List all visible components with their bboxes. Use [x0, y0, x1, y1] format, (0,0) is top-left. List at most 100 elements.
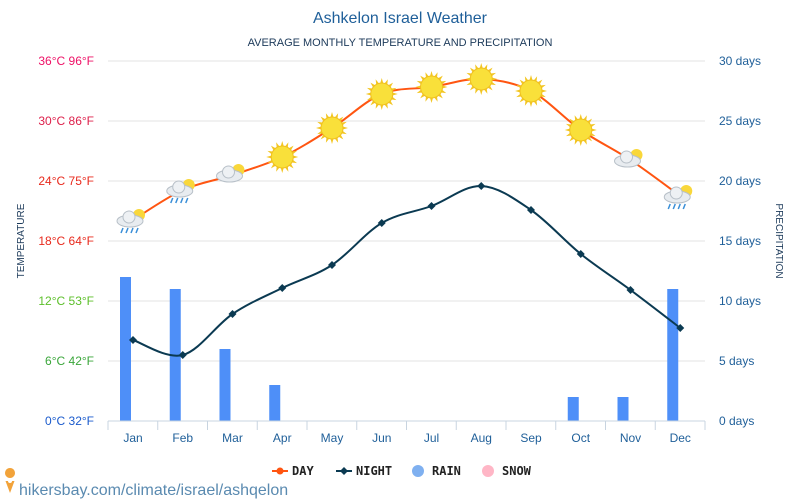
- sun-disc: [519, 79, 543, 103]
- sun-icon: [564, 114, 597, 146]
- night-point: [377, 219, 386, 227]
- rain-bar: [120, 277, 131, 421]
- night-point: [477, 182, 486, 190]
- rain-drop: [135, 227, 139, 234]
- legend-marker: [412, 465, 424, 477]
- x-tick-label: Jun: [372, 431, 391, 445]
- night-point: [328, 261, 336, 269]
- left-tick-label: 0°C 32°F: [45, 414, 94, 428]
- legend-marker: [340, 467, 348, 475]
- night-point: [178, 351, 187, 359]
- rain-drop: [185, 197, 189, 204]
- sun-icon: [266, 141, 299, 173]
- right-axis-label: PRECIPITATION: [773, 203, 784, 278]
- chart-title: Ashkelon Israel Weather: [313, 10, 488, 27]
- legend-label: RAIN: [432, 464, 461, 478]
- rain-bar: [219, 349, 231, 421]
- right-tick-label: 0 days: [719, 414, 754, 428]
- sun-disc: [320, 116, 344, 140]
- rain-drop: [682, 203, 686, 210]
- x-tick-label: May: [321, 431, 344, 445]
- rain-drop: [120, 227, 124, 234]
- rain-drop: [130, 227, 134, 234]
- cloud: [669, 186, 683, 200]
- x-tick-label: Nov: [620, 431, 641, 445]
- sun-disc: [469, 67, 493, 91]
- map-pin-icon: [5, 467, 16, 493]
- rain-drop: [175, 197, 179, 204]
- partly-cloudy-rain-icon: [116, 209, 145, 234]
- x-tick-label: Jan: [123, 431, 142, 445]
- day-line: [132, 77, 681, 221]
- legend-item-rain: RAIN: [412, 464, 461, 478]
- rain-bar: [567, 397, 579, 421]
- left-tick-label: 12°C 53°F: [38, 294, 94, 308]
- partly-cloudy-rain-icon: [166, 179, 195, 204]
- right-tick-label: 15 days: [719, 234, 761, 248]
- legend-item-day: DAY: [272, 464, 314, 478]
- right-tick-label: 5 days: [719, 354, 754, 368]
- sun-icon: [316, 112, 348, 144]
- rain-drop: [170, 197, 174, 204]
- sun-icon: [415, 71, 448, 103]
- night-point: [626, 286, 635, 294]
- cloud: [172, 180, 186, 194]
- x-tick-label: Jul: [424, 431, 439, 445]
- night-point: [129, 336, 137, 344]
- sun-icon: [515, 75, 547, 107]
- sun-disc: [370, 82, 394, 106]
- right-tick-label: 25 days: [719, 114, 761, 128]
- right-tick-label: 10 days: [719, 294, 761, 308]
- night-point: [278, 284, 287, 292]
- sun-icon: [465, 63, 498, 95]
- cloud: [620, 150, 633, 164]
- left-axis-label: TEMPERATURE: [16, 203, 27, 278]
- night-point: [427, 202, 436, 210]
- night-point: [576, 250, 585, 258]
- rain-drop: [125, 227, 129, 234]
- x-tick-label: Mar: [222, 431, 243, 445]
- partly-cloudy-rain-icon: [663, 185, 693, 210]
- rain-bar: [617, 397, 629, 421]
- footer-link[interactable]: hikersbay.com/climate/israel/ashqelon: [5, 467, 288, 499]
- x-tick-label: Feb: [172, 431, 193, 445]
- sun-disc: [270, 145, 294, 169]
- footer-url[interactable]: hikersbay.com/climate/israel/ashqelon: [19, 482, 288, 499]
- cloud: [222, 165, 235, 179]
- night-line: [132, 184, 681, 357]
- legend-label: SNOW: [502, 464, 532, 478]
- partly-cloudy-icon: [614, 149, 643, 168]
- x-tick-label: Sep: [520, 431, 542, 445]
- chart-subtitle: AVERAGE MONTHLY TEMPERATURE AND PRECIPIT…: [248, 37, 553, 49]
- legend-marker: [482, 465, 494, 477]
- cloud: [122, 210, 136, 224]
- x-tick-label: Dec: [670, 431, 691, 445]
- left-tick-label: 24°C 75°F: [38, 174, 94, 188]
- night-point: [228, 310, 237, 318]
- legend-label: NIGHT: [356, 464, 392, 478]
- sun-disc: [569, 118, 593, 142]
- legend-item-night: NIGHT: [336, 464, 392, 478]
- rain-drop: [667, 203, 671, 210]
- legend-label: DAY: [292, 464, 314, 478]
- left-tick-label: 30°C 86°F: [38, 114, 94, 128]
- x-tick-label: Aug: [471, 431, 492, 445]
- legend-item-snow: SNOW: [482, 464, 532, 478]
- x-tick-label: Oct: [571, 431, 590, 445]
- rain-drop: [672, 203, 676, 210]
- left-tick-label: 36°C 96°F: [38, 54, 94, 68]
- night-point: [676, 324, 685, 332]
- sun-icon: [365, 78, 398, 110]
- rain-drop: [180, 197, 184, 204]
- right-tick-label: 20 days: [719, 174, 761, 188]
- left-tick-label: 18°C 64°F: [38, 234, 94, 248]
- left-tick-label: 6°C 42°F: [45, 354, 94, 368]
- partly-cloudy-icon: [216, 164, 245, 183]
- rain-bar: [269, 385, 281, 421]
- rain-drop: [677, 203, 681, 210]
- night-point: [527, 206, 535, 214]
- x-tick-label: Apr: [273, 431, 292, 445]
- sun-disc: [420, 75, 443, 99]
- rain-bar: [667, 289, 679, 421]
